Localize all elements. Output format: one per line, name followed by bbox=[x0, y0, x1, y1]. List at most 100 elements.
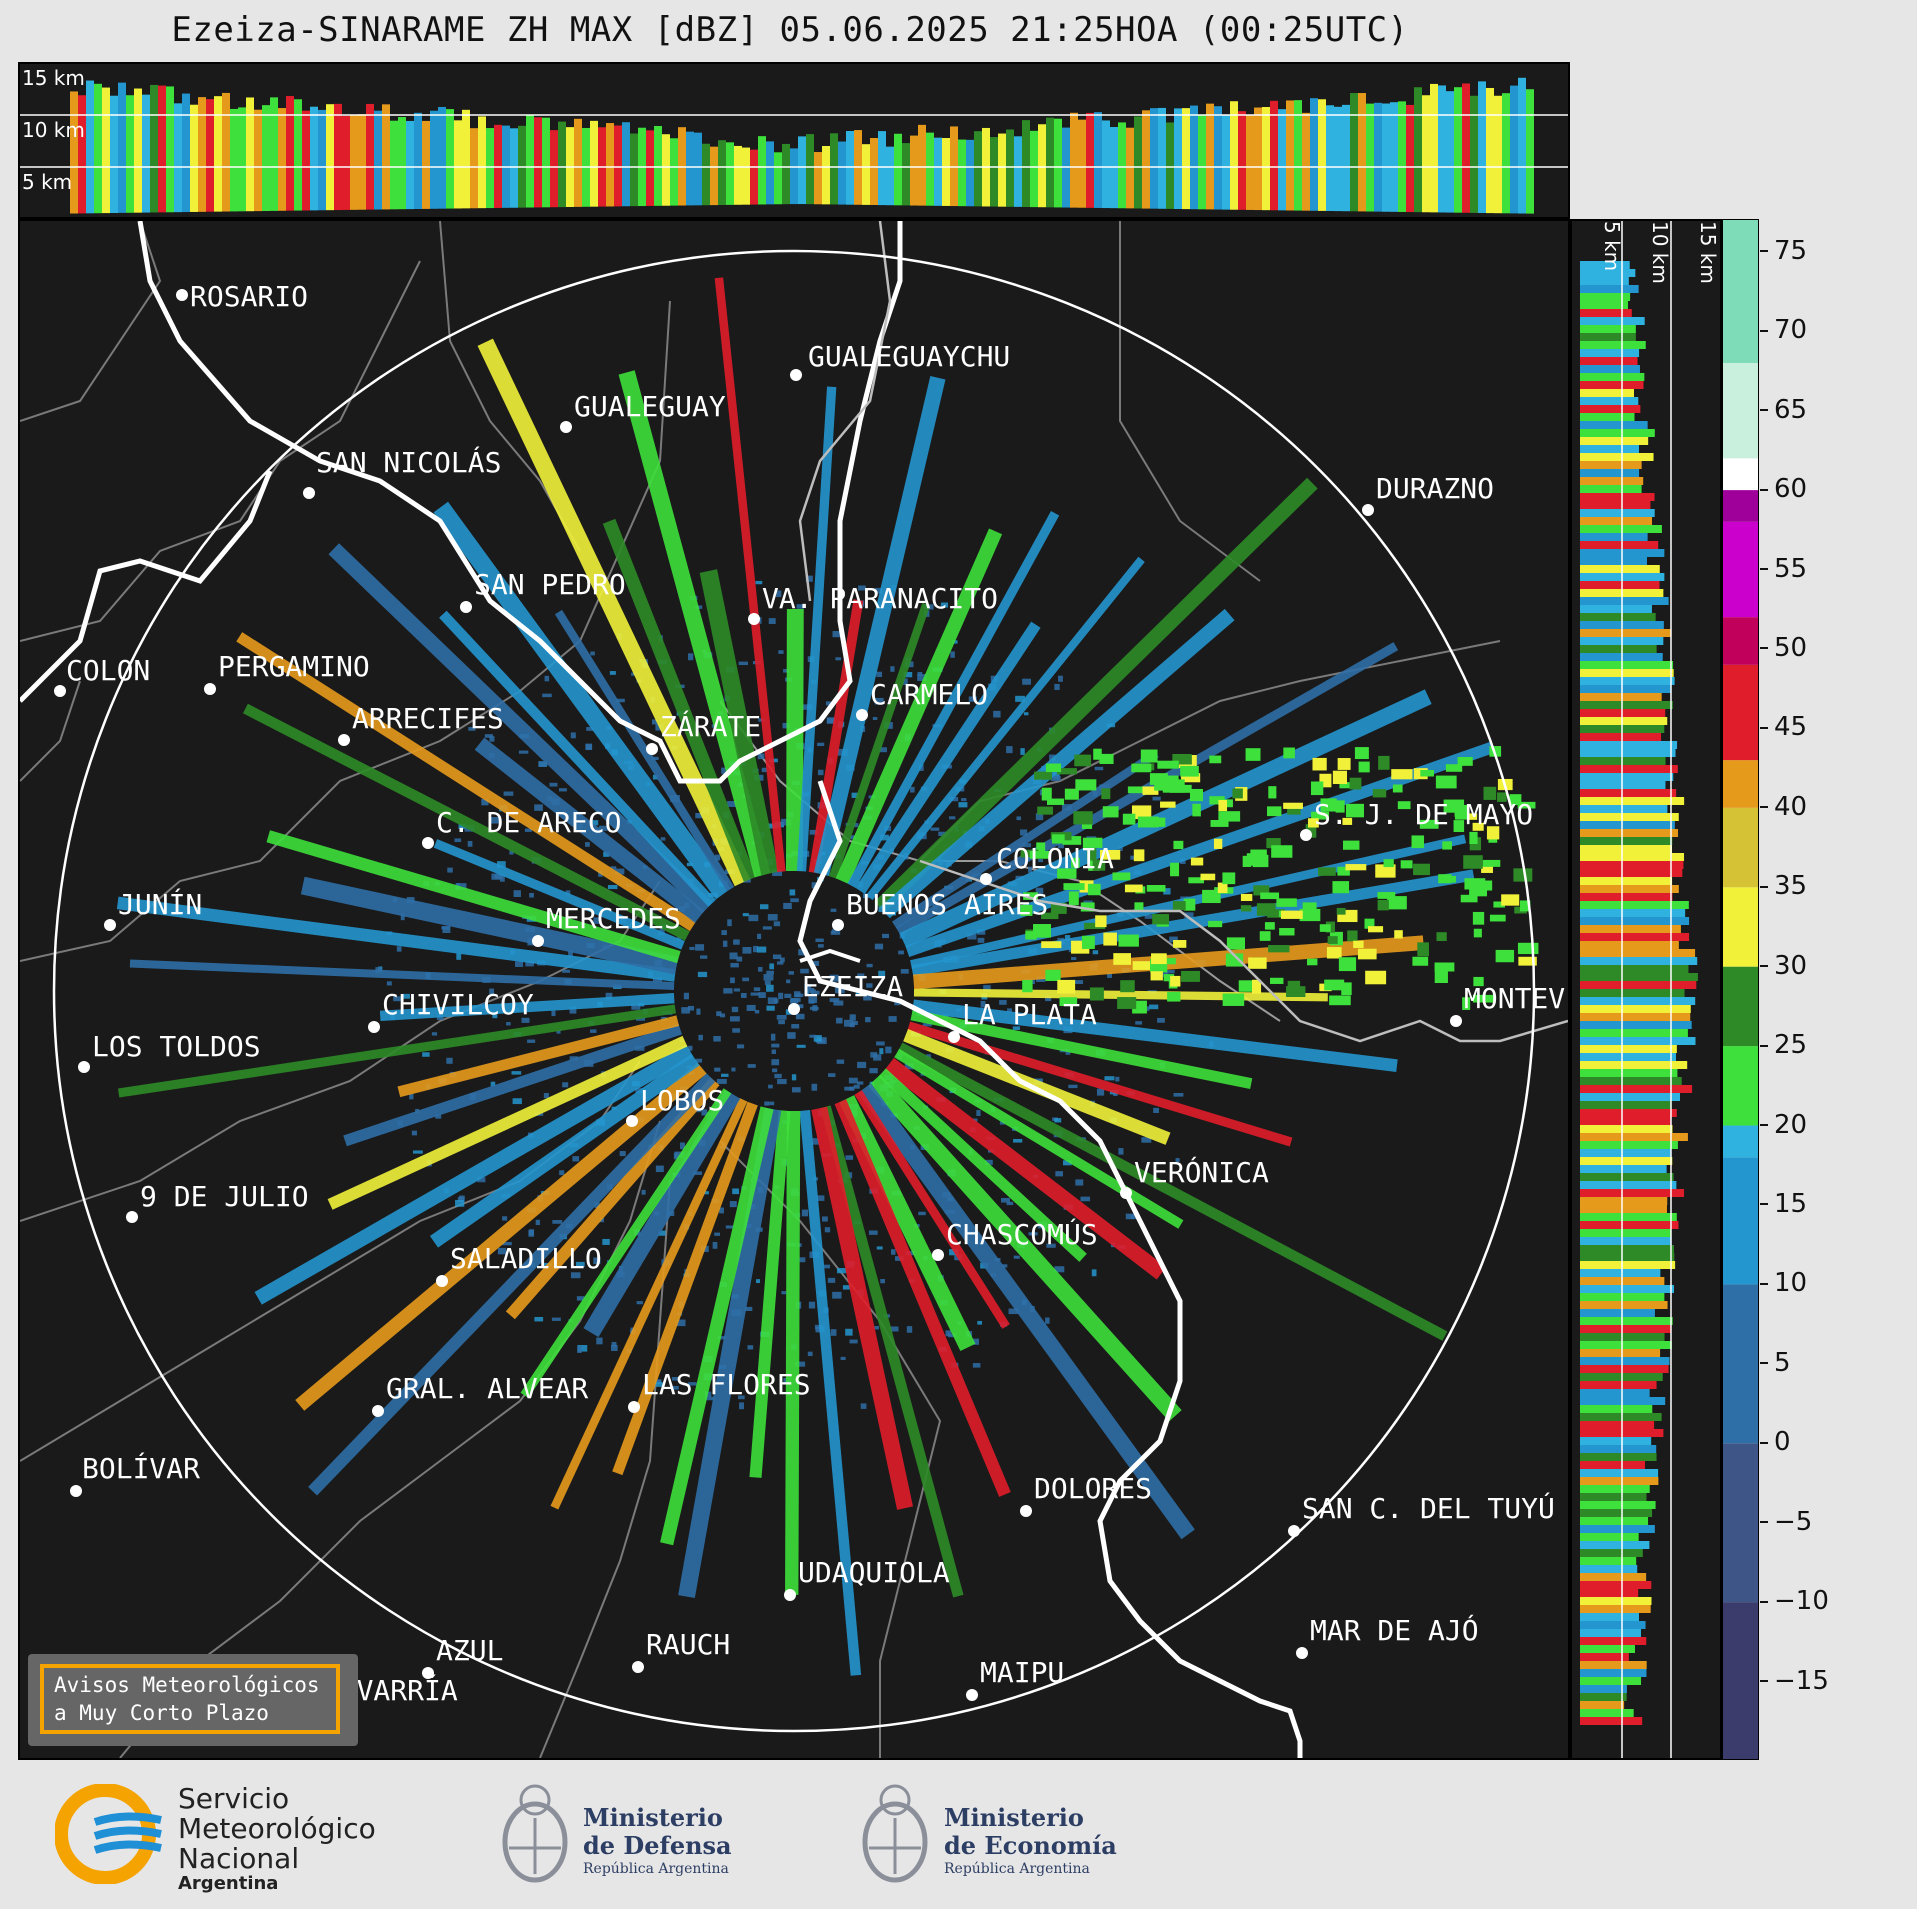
cross-section-row bbox=[1580, 893, 1673, 901]
right-height-label-15: 15 km bbox=[1696, 221, 1720, 284]
cross-section-column bbox=[814, 152, 822, 205]
cross-section-column bbox=[622, 122, 630, 207]
echo-cell bbox=[1046, 798, 1065, 805]
cross-section-row bbox=[1580, 565, 1660, 573]
echo-cell bbox=[1113, 953, 1131, 965]
echo-cell bbox=[1141, 1137, 1152, 1143]
city-label-zarate: ZÁRATE bbox=[660, 710, 762, 743]
echo-cell bbox=[688, 1382, 697, 1386]
city-dot bbox=[1362, 504, 1374, 516]
radar-map[interactable]: ROSARIO GUALEGUAYCHU GUALEGUAY SAN NICOL… bbox=[18, 219, 1570, 1760]
cross-section-column bbox=[478, 116, 486, 209]
echo-cell bbox=[1267, 909, 1286, 918]
echo-spoke bbox=[328, 543, 713, 914]
echo-cell bbox=[1152, 914, 1170, 925]
cross-section-column bbox=[734, 145, 742, 205]
cross-section-row bbox=[1580, 509, 1655, 517]
cross-section-row bbox=[1580, 1469, 1659, 1477]
echo-cell bbox=[1050, 775, 1061, 781]
echo-cell bbox=[783, 902, 792, 910]
right-cross-section-panel: 5 km 10 km 15 km bbox=[1570, 219, 1722, 1760]
echo-cell bbox=[1025, 931, 1037, 940]
cross-section-column bbox=[1134, 116, 1142, 209]
echo-cell bbox=[431, 1032, 438, 1036]
cross-section-row bbox=[1580, 821, 1675, 829]
cross-section-row bbox=[1580, 1637, 1647, 1645]
cross-section-column bbox=[798, 136, 806, 205]
cross-section-row bbox=[1580, 1621, 1646, 1629]
echo-cell bbox=[1434, 962, 1455, 972]
echo-cell bbox=[1517, 801, 1536, 809]
echo-cell bbox=[1267, 806, 1282, 817]
alert-box[interactable]: Avisos Meteorológicos a Muy Corto Plazo bbox=[28, 1654, 358, 1746]
echo-cell bbox=[842, 1285, 851, 1290]
echo-cell bbox=[1134, 902, 1144, 911]
echo-cell bbox=[769, 1101, 775, 1106]
echo-cell bbox=[713, 1035, 721, 1042]
cross-section-column bbox=[590, 120, 598, 207]
echo-spoke bbox=[855, 621, 1041, 894]
colorbar-tick-label: 0 bbox=[1760, 1427, 1791, 1457]
echo-cell bbox=[764, 1101, 770, 1106]
echo-cell bbox=[750, 992, 760, 996]
echo-spoke bbox=[254, 1044, 694, 1305]
echo-cell bbox=[1020, 849, 1039, 858]
echo-cell bbox=[860, 1403, 867, 1409]
cross-section-row bbox=[1580, 293, 1631, 301]
echo-cell bbox=[1172, 753, 1192, 765]
echo-cell bbox=[496, 861, 506, 868]
echo-cell bbox=[781, 1291, 787, 1295]
colorbar-segment bbox=[1723, 617, 1758, 665]
echo-cell bbox=[1083, 900, 1093, 904]
echo-cell bbox=[950, 651, 955, 658]
cross-section-column bbox=[286, 96, 294, 211]
cross-section-column bbox=[550, 130, 558, 208]
echo-cell bbox=[742, 946, 752, 954]
alert-link[interactable]: Avisos Meteorológicos a Muy Corto Plazo bbox=[40, 1664, 340, 1734]
echo-cell bbox=[603, 851, 610, 857]
city-label-colonia: COLONIA bbox=[996, 842, 1115, 875]
echo-cell bbox=[866, 983, 873, 988]
echo-spoke bbox=[300, 876, 679, 975]
cross-section-row bbox=[1580, 1301, 1668, 1309]
echo-cell bbox=[1169, 936, 1178, 943]
city-label-san-pedro: SAN PEDRO bbox=[474, 568, 626, 601]
echo-cell bbox=[949, 797, 959, 802]
echo-spoke bbox=[308, 1073, 716, 1496]
city-dot bbox=[1020, 1505, 1032, 1517]
colorbar-segment bbox=[1723, 1125, 1758, 1158]
cross-section-row bbox=[1580, 1125, 1673, 1133]
cross-section-column bbox=[526, 114, 534, 208]
echo-cell bbox=[1152, 796, 1161, 801]
echo-cell bbox=[704, 1191, 709, 1195]
echo-cell bbox=[1377, 892, 1396, 899]
echo-cell bbox=[575, 1261, 585, 1267]
echo-cell bbox=[972, 1363, 981, 1368]
cross-section-column bbox=[1070, 112, 1078, 208]
echo-cell bbox=[616, 698, 625, 703]
echo-cell bbox=[857, 1081, 864, 1085]
cross-section-row bbox=[1580, 1341, 1672, 1349]
echo-cell bbox=[502, 1216, 508, 1221]
echo-cell bbox=[796, 604, 805, 609]
cross-section-row bbox=[1580, 1213, 1677, 1221]
echo-cell bbox=[1055, 1171, 1063, 1177]
echo-cell bbox=[1489, 914, 1506, 922]
echo-cell bbox=[676, 1319, 686, 1327]
echo-cell bbox=[949, 1249, 959, 1256]
echo-cell bbox=[1074, 754, 1092, 767]
echo-cell bbox=[754, 1009, 760, 1014]
cross-section-row bbox=[1580, 733, 1662, 741]
echo-spoke bbox=[749, 1110, 791, 1478]
cross-section-column bbox=[70, 91, 78, 214]
echo-cell bbox=[813, 1035, 822, 1042]
echo-spoke bbox=[839, 1095, 976, 1352]
cross-section-column bbox=[1502, 93, 1510, 214]
echo-cell bbox=[1144, 914, 1155, 919]
cross-section-row bbox=[1580, 717, 1668, 725]
echo-cell bbox=[809, 1034, 816, 1038]
echo-cell bbox=[1434, 970, 1448, 984]
echo-cell bbox=[790, 898, 799, 903]
cross-section-row bbox=[1580, 1061, 1688, 1069]
echo-cell bbox=[729, 1201, 737, 1208]
